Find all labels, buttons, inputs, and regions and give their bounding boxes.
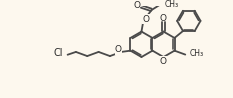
- Text: O: O: [143, 15, 150, 24]
- Text: CH₃: CH₃: [164, 0, 179, 9]
- Text: O: O: [134, 1, 140, 10]
- Text: O: O: [160, 57, 167, 66]
- Text: O: O: [160, 14, 167, 23]
- Text: O: O: [115, 45, 122, 54]
- Text: CH₃: CH₃: [190, 49, 204, 58]
- Text: Cl: Cl: [53, 48, 63, 58]
